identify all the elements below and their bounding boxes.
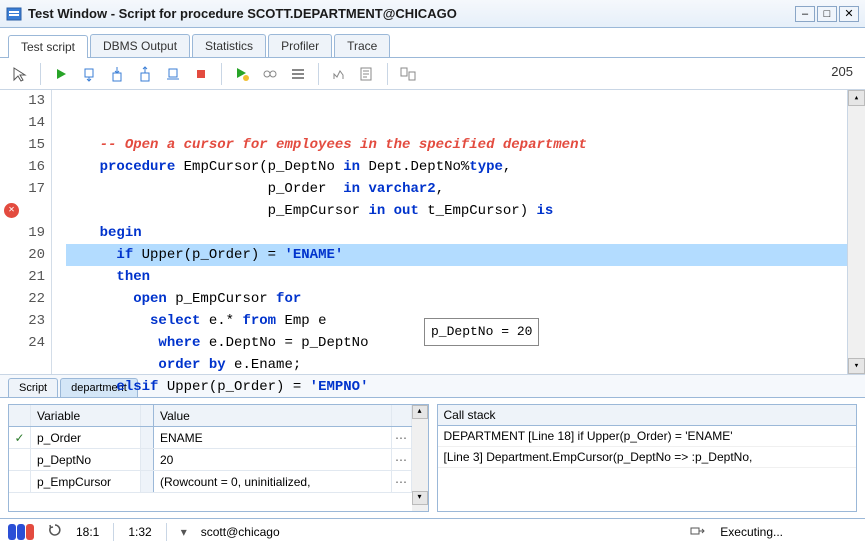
code-line[interactable]: procedure EmpCursor(p_DeptNo in Dept.Dep… — [66, 156, 847, 178]
scroll-down-button[interactable]: ▾ — [412, 491, 428, 505]
column-spacer — [141, 471, 154, 492]
status-separator — [166, 523, 167, 541]
gutter-line[interactable]: 23 — [0, 310, 45, 332]
variable-row[interactable]: p_DeptNo 20⋯ — [9, 449, 412, 471]
status-icons — [8, 524, 34, 540]
gutter-line[interactable]: 19 — [0, 222, 45, 244]
variable-check[interactable] — [9, 449, 31, 470]
stop-button[interactable] — [189, 62, 213, 86]
code-line[interactable]: if Upper(p_Order) = 'ENAME' — [66, 244, 847, 266]
gutter-line[interactable]: 24 — [0, 332, 45, 354]
toolbar: 205 — [0, 58, 865, 90]
gutter-line[interactable]: 14 — [0, 112, 45, 134]
watch-button[interactable] — [258, 62, 282, 86]
breakpoints-button[interactable] — [286, 62, 310, 86]
run-button[interactable] — [49, 62, 73, 86]
variable-name: p_EmpCursor — [31, 471, 141, 492]
scroll-up-button[interactable]: ▴ — [848, 90, 865, 106]
tab-trace[interactable]: Trace — [334, 34, 390, 57]
code-line[interactable]: then — [66, 266, 847, 288]
code-line[interactable]: elsif Upper(p_Order) = 'EMPNO' — [66, 376, 847, 398]
run-to-exception-button[interactable] — [230, 62, 254, 86]
status-time: 18:1 — [76, 525, 99, 539]
code-area[interactable]: -- Open a cursor for employees in the sp… — [52, 90, 847, 374]
value-tooltip: p_DeptNo = 20 — [424, 318, 539, 346]
profiler-button[interactable] — [327, 62, 351, 86]
title-bar: Test Window - Script for procedure SCOTT… — [0, 0, 865, 28]
toolbar-separator — [318, 63, 319, 85]
gutter-line[interactable]: 21 — [0, 266, 45, 288]
variable-value[interactable]: ENAME — [154, 427, 392, 448]
line-gutter[interactable]: 1314151617 ✕ 192021222324 — [0, 90, 52, 374]
toolbar-separator — [387, 63, 388, 85]
code-line[interactable]: -- Open a cursor for employees in the sp… — [66, 134, 847, 156]
value-column-header[interactable]: Value — [154, 405, 392, 426]
column-spacer — [141, 449, 154, 470]
status-indicator-icon — [17, 524, 25, 540]
editor-scrollbar[interactable]: ▴ ▾ — [847, 90, 865, 374]
code-line[interactable]: order by e.Ename; — [66, 354, 847, 376]
app-icon — [6, 6, 22, 22]
status-position: 1:32 — [128, 525, 151, 539]
step-into-button[interactable] — [105, 62, 129, 86]
refresh-icon[interactable] — [48, 523, 62, 540]
variable-check[interactable] — [9, 471, 31, 492]
tab-dbms-output[interactable]: DBMS Output — [90, 34, 190, 57]
code-line[interactable]: begin — [66, 222, 847, 244]
gutter-line[interactable]: 22 — [0, 288, 45, 310]
variable-value[interactable]: (Rowcount = 0, uninitialized, — [154, 471, 392, 492]
step-over-button[interactable] — [77, 62, 101, 86]
window-controls: – □ ✕ — [795, 6, 859, 22]
down-arrow-icon[interactable]: ▾ — [181, 525, 187, 539]
status-connection: scott@chicago — [201, 525, 280, 539]
maximize-button[interactable]: □ — [817, 6, 837, 22]
status-separator — [113, 523, 114, 541]
check-column-header — [9, 405, 31, 426]
main-tabs: Test scriptDBMS OutputStatisticsProfiler… — [0, 32, 865, 58]
breakpoint-icon[interactable]: ✕ — [4, 203, 19, 218]
status-indicator-icon — [8, 524, 16, 540]
code-line[interactable]: open p_EmpCursor for — [66, 288, 847, 310]
line-indicator: 205 — [831, 64, 853, 79]
cursor-tool-button[interactable] — [8, 62, 32, 86]
create-test-button[interactable] — [355, 62, 379, 86]
status-indicator-icon — [26, 524, 34, 540]
gutter-line[interactable]: 15 — [0, 134, 45, 156]
executing-icon — [690, 523, 706, 540]
script-tab-script[interactable]: Script — [8, 378, 58, 397]
run-to-cursor-button[interactable] — [161, 62, 185, 86]
status-bar: 18:1 1:32 ▾ scott@chicago Executing... — [0, 518, 865, 544]
status-state: Executing... — [720, 525, 783, 539]
gutter-line[interactable]: 20 — [0, 244, 45, 266]
gutter-line[interactable]: 16 — [0, 156, 45, 178]
variable-details-button[interactable]: ⋯ — [392, 449, 412, 470]
tab-statistics[interactable]: Statistics — [192, 34, 266, 57]
gutter-line[interactable]: 13 — [0, 90, 45, 112]
tab-test-script[interactable]: Test script — [8, 35, 88, 58]
toolbar-separator — [221, 63, 222, 85]
toolbar-separator — [40, 63, 41, 85]
code-editor[interactable]: 1314151617 ✕ 192021222324 -- Open a cursor… — [0, 90, 865, 374]
scroll-down-button[interactable]: ▾ — [848, 358, 865, 374]
gutter-line[interactable]: 17 — [0, 178, 45, 200]
minimize-button[interactable]: – — [795, 6, 815, 22]
gutter-line[interactable]: ✕ — [0, 200, 45, 222]
close-button[interactable]: ✕ — [839, 6, 859, 22]
variable-details-button[interactable]: ⋯ — [392, 471, 412, 492]
variable-name: p_DeptNo — [31, 449, 141, 470]
compare-button[interactable] — [396, 62, 420, 86]
code-line[interactable]: p_Order in varchar2, — [66, 178, 847, 200]
variable-check[interactable]: ✓ — [9, 427, 31, 448]
window-title: Test Window - Script for procedure SCOTT… — [28, 6, 795, 21]
tab-profiler[interactable]: Profiler — [268, 34, 332, 57]
variable-row[interactable]: p_EmpCursor (Rowcount = 0, uninitialized,… — [9, 471, 412, 493]
callstack-row[interactable]: [Line 3] Department.EmpCursor(p_DeptNo =… — [438, 447, 857, 468]
variable-value[interactable]: 20 — [154, 449, 392, 470]
step-out-button[interactable] — [133, 62, 157, 86]
code-line[interactable]: p_EmpCursor in out t_EmpCursor) is — [66, 200, 847, 222]
